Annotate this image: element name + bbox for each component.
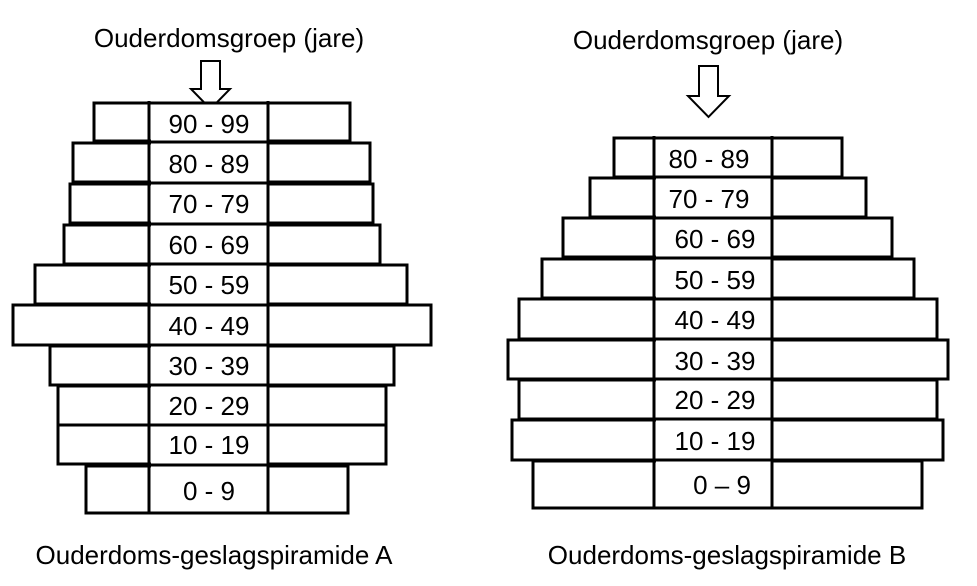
pyramid-a-age-label: 20 - 29 xyxy=(169,391,250,421)
pyramid-a-age-label: 30 - 39 xyxy=(169,351,250,381)
pyramid-a-header: Ouderdomsgroep (jare) xyxy=(94,23,364,53)
pyramid-a-age-label: 50 - 59 xyxy=(169,270,250,300)
pyramid-b-age-label: 50 - 59 xyxy=(675,265,756,295)
pyramid-a-age-label: 40 - 49 xyxy=(169,311,250,341)
pyramid-b: Ouderdomsgroep (jare) xyxy=(506,25,950,570)
pyramid-b-age-label: 40 - 49 xyxy=(675,305,756,335)
pyramid-b-age-label: 30 - 39 xyxy=(675,346,756,376)
pyramid-b-age-label: 60 - 69 xyxy=(675,224,756,254)
pyramid-a-age-label: 60 - 69 xyxy=(169,230,250,260)
pyramid-a-age-label: 0 - 9 xyxy=(183,476,235,506)
pyramid-a-age-label: 70 - 79 xyxy=(169,189,250,219)
pyramid-b-header: Ouderdomsgroep (jare) xyxy=(573,25,843,55)
pyramid-a-down-arrow-icon xyxy=(188,60,233,111)
pyramid-a-age-label: 10 - 19 xyxy=(169,430,250,460)
pyramid-a: Ouderdomsgroep (jare) xyxy=(11,23,433,570)
pyramid-b-age-label: 0 – 9 xyxy=(693,470,751,500)
pyramid-b-down-arrow-icon xyxy=(685,65,732,119)
pyramid-b-age-label: 80 - 89 xyxy=(669,144,750,174)
pyramid-b-age-label: 70 - 79 xyxy=(669,184,750,214)
pyramid-a-age-label: 80 - 89 xyxy=(169,149,250,179)
pyramid-a-caption: Ouderdoms-geslagspiramide A xyxy=(36,540,394,570)
pyramid-b-caption: Ouderdoms-geslagspiramide B xyxy=(548,540,906,570)
pyramid-b-age-label: 10 - 19 xyxy=(675,426,756,456)
pyramid-b-age-label: 20 - 29 xyxy=(675,385,756,415)
pyramid-a-center-fill xyxy=(151,105,267,511)
pyramid-a-age-label: 90 - 99 xyxy=(169,109,250,139)
pyramid-b-center-fill xyxy=(656,140,771,506)
